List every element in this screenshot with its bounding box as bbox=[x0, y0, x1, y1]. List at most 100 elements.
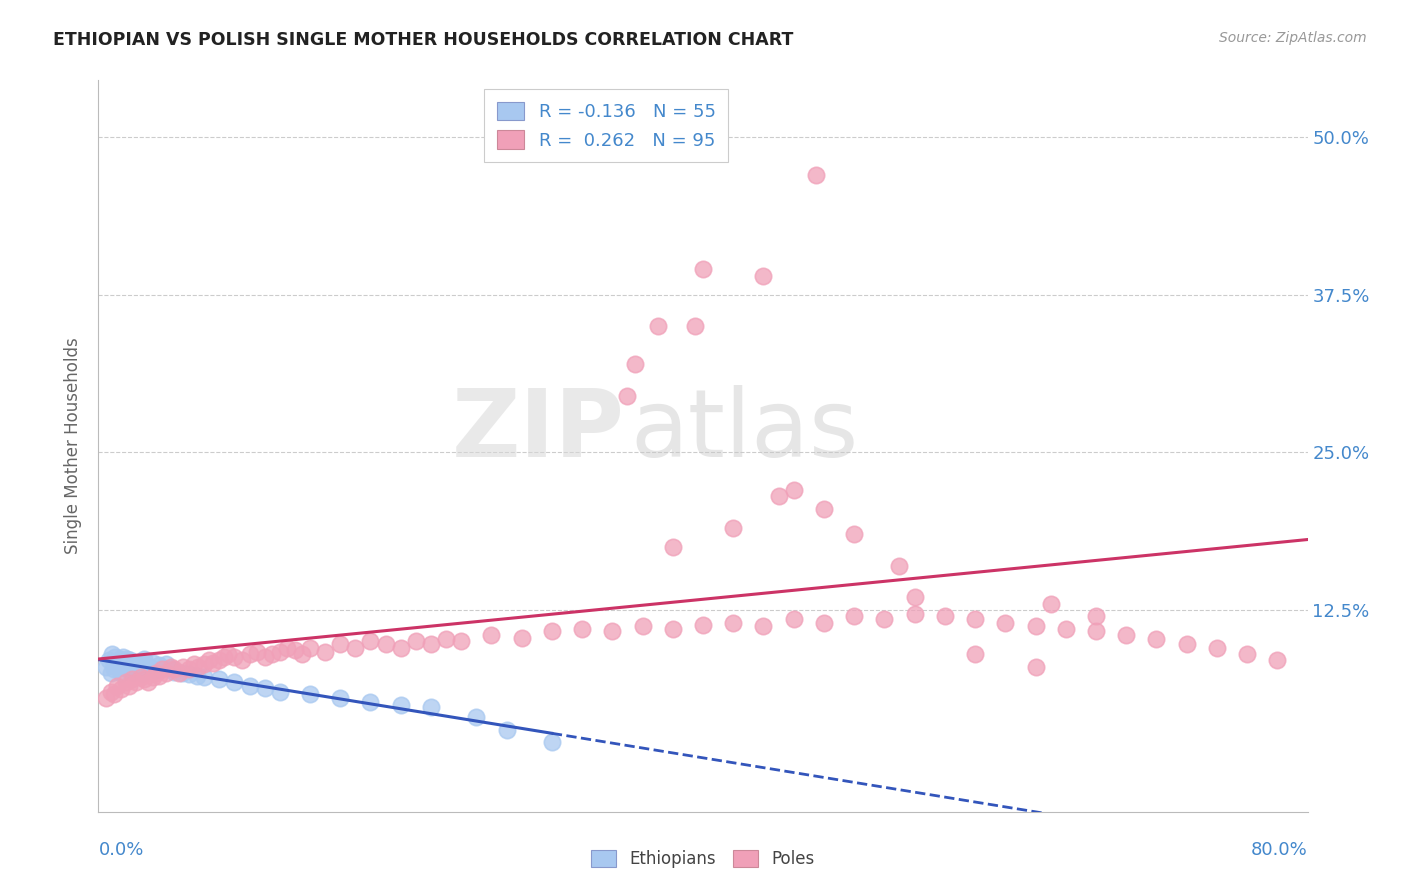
Point bbox=[1085, 609, 1108, 624]
Point bbox=[481, 628, 503, 642]
Text: 80.0%: 80.0% bbox=[1251, 841, 1308, 859]
Point bbox=[1024, 619, 1046, 633]
Point bbox=[873, 612, 896, 626]
Point bbox=[105, 656, 128, 670]
Point bbox=[217, 647, 239, 661]
Point bbox=[124, 656, 146, 670]
Point bbox=[125, 674, 148, 689]
Point bbox=[1115, 628, 1137, 642]
Point bbox=[150, 661, 173, 675]
Point bbox=[145, 664, 167, 678]
Point bbox=[172, 659, 194, 673]
Point bbox=[360, 695, 382, 709]
Point bbox=[495, 723, 517, 737]
Point bbox=[183, 657, 205, 672]
Point bbox=[148, 658, 170, 673]
Point bbox=[405, 634, 427, 648]
Point bbox=[186, 668, 208, 682]
Point bbox=[1206, 640, 1229, 655]
Point bbox=[723, 521, 745, 535]
Point bbox=[118, 662, 141, 676]
Point bbox=[142, 670, 165, 684]
Point bbox=[167, 665, 190, 680]
Point bbox=[115, 652, 138, 666]
Text: ZIP: ZIP bbox=[451, 385, 624, 477]
Point bbox=[148, 668, 170, 682]
Point bbox=[179, 662, 201, 676]
Point bbox=[540, 735, 562, 749]
Point bbox=[136, 674, 159, 689]
Point bbox=[118, 679, 141, 693]
Point bbox=[135, 662, 157, 676]
Point bbox=[1144, 632, 1167, 646]
Point bbox=[510, 631, 533, 645]
Point bbox=[723, 615, 745, 630]
Point bbox=[389, 698, 412, 712]
Point bbox=[107, 661, 129, 675]
Point bbox=[127, 664, 149, 678]
Point bbox=[420, 637, 443, 651]
Point bbox=[246, 644, 269, 658]
Point bbox=[692, 262, 714, 277]
Point bbox=[129, 670, 152, 684]
Point bbox=[844, 527, 866, 541]
Point bbox=[1054, 622, 1077, 636]
Point bbox=[329, 637, 352, 651]
Point bbox=[110, 658, 132, 673]
Point bbox=[132, 673, 155, 687]
Point bbox=[110, 682, 132, 697]
Point bbox=[101, 647, 124, 661]
Point bbox=[465, 710, 488, 724]
Text: Source: ZipAtlas.com: Source: ZipAtlas.com bbox=[1219, 31, 1367, 45]
Point bbox=[121, 659, 143, 673]
Point bbox=[450, 634, 472, 648]
Point bbox=[179, 667, 201, 681]
Point bbox=[98, 653, 121, 667]
Point bbox=[103, 688, 125, 702]
Point bbox=[1024, 659, 1046, 673]
Point bbox=[212, 649, 235, 664]
Point bbox=[994, 615, 1017, 630]
Point bbox=[540, 624, 562, 639]
Point bbox=[125, 659, 148, 673]
Point bbox=[208, 673, 231, 687]
Point bbox=[253, 681, 276, 695]
Point bbox=[104, 649, 127, 664]
Point bbox=[122, 665, 145, 679]
Point bbox=[132, 657, 155, 672]
Point bbox=[904, 607, 927, 621]
Point bbox=[150, 662, 173, 676]
Point bbox=[768, 490, 790, 504]
Point bbox=[647, 319, 669, 334]
Point bbox=[284, 643, 307, 657]
Point bbox=[111, 649, 134, 664]
Point bbox=[262, 647, 284, 661]
Point bbox=[752, 619, 775, 633]
Point bbox=[224, 674, 246, 689]
Point bbox=[602, 624, 624, 639]
Point bbox=[224, 649, 246, 664]
Point bbox=[965, 612, 987, 626]
Point bbox=[142, 656, 165, 670]
Point bbox=[145, 665, 167, 680]
Point bbox=[571, 622, 593, 636]
Point bbox=[783, 612, 806, 626]
Point bbox=[374, 637, 396, 651]
Point bbox=[129, 661, 152, 675]
Point bbox=[160, 659, 183, 673]
Point bbox=[685, 319, 707, 334]
Point bbox=[163, 665, 186, 679]
Point bbox=[239, 679, 262, 693]
Point bbox=[108, 652, 131, 666]
Point bbox=[291, 647, 314, 661]
Point bbox=[692, 618, 714, 632]
Point bbox=[434, 632, 457, 646]
Point bbox=[783, 483, 806, 497]
Point bbox=[299, 688, 322, 702]
Point bbox=[163, 662, 186, 676]
Point bbox=[193, 657, 215, 672]
Text: ETHIOPIAN VS POLISH SINGLE MOTHER HOUSEHOLDS CORRELATION CHART: ETHIOPIAN VS POLISH SINGLE MOTHER HOUSEH… bbox=[53, 31, 794, 49]
Point bbox=[155, 665, 177, 680]
Point bbox=[112, 656, 135, 670]
Point bbox=[155, 657, 177, 672]
